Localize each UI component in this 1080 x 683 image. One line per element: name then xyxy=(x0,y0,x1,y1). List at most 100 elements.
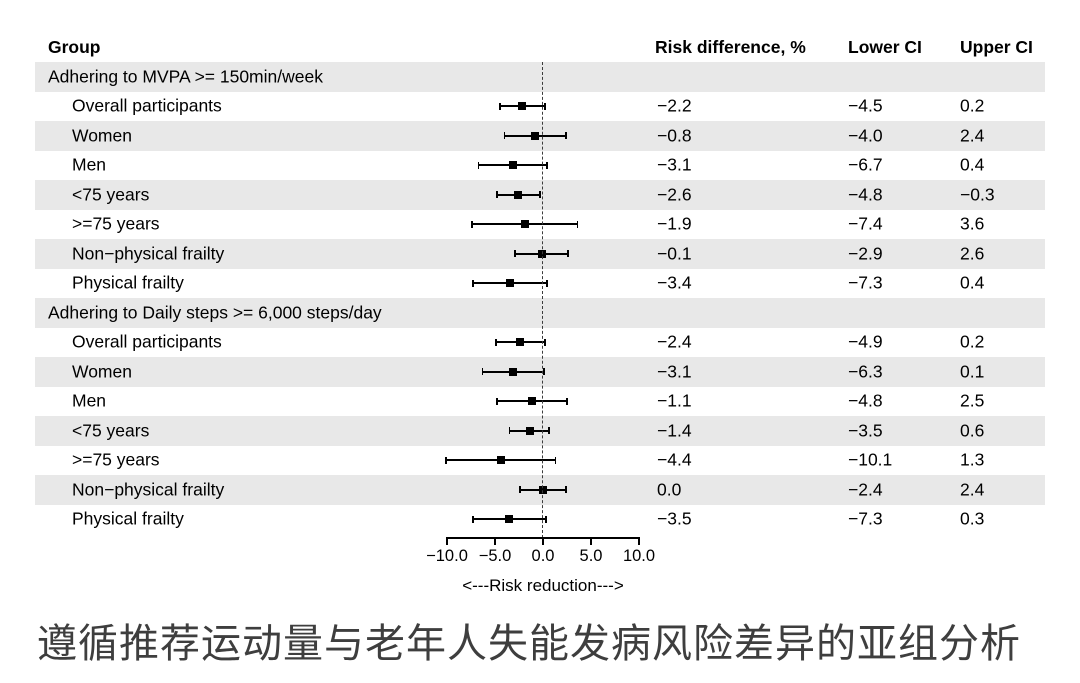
group-header-row: Adhering to MVPA >= 150min/week xyxy=(35,62,1045,92)
figure-caption: 遵循推荐运动量与老年人失能发病风险差异的亚组分析 xyxy=(37,622,1021,666)
forest-row: Overall participants −2.4 −4.9 0.2 xyxy=(35,328,1045,358)
lower-ci-value: −3.5 xyxy=(848,420,883,441)
lower-ci-value: −7.4 xyxy=(848,213,883,234)
ci-upper-cap xyxy=(565,486,567,494)
forest-row: <75 years −2.6 −4.8 −0.3 xyxy=(35,180,1045,210)
x-axis: <---Risk reduction---> −10.0 −5.0 0.0 5.0 10… xyxy=(35,534,1045,629)
upper-ci-value: 1.3 xyxy=(960,449,985,470)
lower-ci-value: −2.4 xyxy=(848,479,883,500)
lower-ci-value: −4.9 xyxy=(848,331,883,352)
row-label: <75 years xyxy=(72,420,150,441)
ci-upper-cap xyxy=(539,191,541,199)
col-header-lower-ci: Lower CI xyxy=(848,37,922,57)
axis-tick xyxy=(590,537,592,545)
row-label: Women xyxy=(72,361,132,382)
point-estimate-marker xyxy=(520,220,529,229)
ci-lower-cap xyxy=(496,397,498,405)
risk-difference-value: −1.1 xyxy=(657,390,692,411)
forest-row: Non−physical frailty 0.0 −2.4 2.4 xyxy=(35,475,1045,505)
ci-lower-cap xyxy=(496,191,498,199)
point-estimate-marker xyxy=(506,279,515,288)
row-label: Non−physical frailty xyxy=(72,479,225,500)
row-label: Overall participants xyxy=(72,95,222,116)
row-label: Physical frailty xyxy=(72,272,184,293)
ci-upper-cap xyxy=(548,427,550,435)
lower-ci-value: −6.3 xyxy=(848,361,883,382)
lower-ci-value: −2.9 xyxy=(848,243,883,264)
point-estimate-marker xyxy=(496,456,505,465)
column-header-row: Group Risk difference, % Lower CI Upper … xyxy=(35,30,1045,62)
point-estimate-marker xyxy=(509,367,518,376)
lower-ci-value: −4.8 xyxy=(848,390,883,411)
row-label: >=75 years xyxy=(72,213,160,234)
axis-tick-label: −5.0 xyxy=(478,547,512,565)
ci-upper-cap xyxy=(565,132,567,140)
upper-ci-value: 3.6 xyxy=(960,213,985,234)
risk-difference-value: −2.2 xyxy=(657,95,692,116)
ci-lower-cap xyxy=(472,279,474,287)
forest-row: Physical frailty −3.4 −7.3 0.4 xyxy=(35,269,1045,299)
point-estimate-marker xyxy=(505,515,514,524)
forest-row: Overall participants −2.2 −4.5 0.2 xyxy=(35,92,1045,122)
row-label: Physical frailty xyxy=(72,508,184,529)
lower-ci-value: −6.7 xyxy=(848,154,883,175)
forest-row: Men −3.1 −6.7 0.4 xyxy=(35,151,1045,181)
risk-difference-value: −3.1 xyxy=(657,154,692,175)
axis-tick xyxy=(446,537,448,545)
risk-difference-value: −2.4 xyxy=(657,331,692,352)
group-header-row: Adhering to Daily steps >= 6,000 steps/d… xyxy=(35,298,1045,328)
ci-lower-cap xyxy=(503,132,506,140)
axis-label-risk-reduction: <---Risk reduction---> xyxy=(462,576,624,595)
risk-difference-value: −0.1 xyxy=(657,243,692,264)
axis-tick-label: 10.0 xyxy=(622,547,656,565)
ci-lower-cap xyxy=(471,220,473,228)
row-label: Overall participants xyxy=(72,331,222,352)
upper-ci-value: 0.4 xyxy=(960,154,985,175)
ci-lower-cap xyxy=(508,427,511,435)
zero-reference-line xyxy=(542,62,543,538)
risk-difference-value: −3.5 xyxy=(657,508,692,529)
ci-lower-cap xyxy=(495,338,497,346)
ci-upper-cap xyxy=(546,279,548,287)
point-estimate-marker xyxy=(539,485,547,494)
risk-difference-value: −2.6 xyxy=(657,184,692,205)
forest-table: Group Risk difference, % Lower CI Upper … xyxy=(35,30,1045,595)
lower-ci-value: −7.3 xyxy=(848,272,883,293)
ci-upper-cap xyxy=(543,368,545,376)
ci-upper-cap xyxy=(546,161,548,169)
axis-tick-label: 5.0 xyxy=(579,547,603,565)
col-header-upper-ci: Upper CI xyxy=(960,37,1033,57)
ci-lower-cap xyxy=(481,368,484,376)
col-header-group: Group xyxy=(48,37,101,57)
lower-ci-value: −7.3 xyxy=(848,508,883,529)
ci-lower-cap xyxy=(514,250,516,258)
point-estimate-marker xyxy=(509,161,518,170)
axis-tick-label: 0.0 xyxy=(531,547,555,565)
row-label: Non−physical frailty xyxy=(72,243,225,264)
upper-ci-value: 2.6 xyxy=(960,243,985,264)
point-estimate-marker xyxy=(517,102,526,111)
risk-difference-value: 0.0 xyxy=(657,479,682,500)
risk-difference-value: −0.8 xyxy=(657,125,692,146)
risk-difference-value: −3.4 xyxy=(657,272,692,293)
ci-upper-cap xyxy=(567,250,569,258)
upper-ci-value: 0.2 xyxy=(960,95,985,116)
upper-ci-value: 0.2 xyxy=(960,331,985,352)
risk-difference-value: −3.1 xyxy=(657,361,692,382)
upper-ci-value: 0.4 xyxy=(960,272,985,293)
row-label: Women xyxy=(72,125,132,146)
risk-difference-value: −1.9 xyxy=(657,213,692,234)
row-label: >=75 years xyxy=(72,449,160,470)
ci-lower-cap xyxy=(499,102,501,110)
ci-upper-cap xyxy=(554,456,557,464)
point-estimate-marker xyxy=(531,131,540,140)
axis-tick xyxy=(542,537,544,545)
ci-lower-cap xyxy=(472,515,474,523)
lower-ci-value: −10.1 xyxy=(848,449,893,470)
forest-row: >=75 years −4.4 −10.1 1.3 xyxy=(35,446,1045,476)
forest-row: Women −3.1 −6.3 0.1 xyxy=(35,357,1045,387)
ci-lower-cap xyxy=(477,161,480,169)
ci-lower-cap xyxy=(519,486,521,494)
point-estimate-marker xyxy=(515,338,524,347)
forest-row: Men −1.1 −4.8 2.5 xyxy=(35,387,1045,417)
